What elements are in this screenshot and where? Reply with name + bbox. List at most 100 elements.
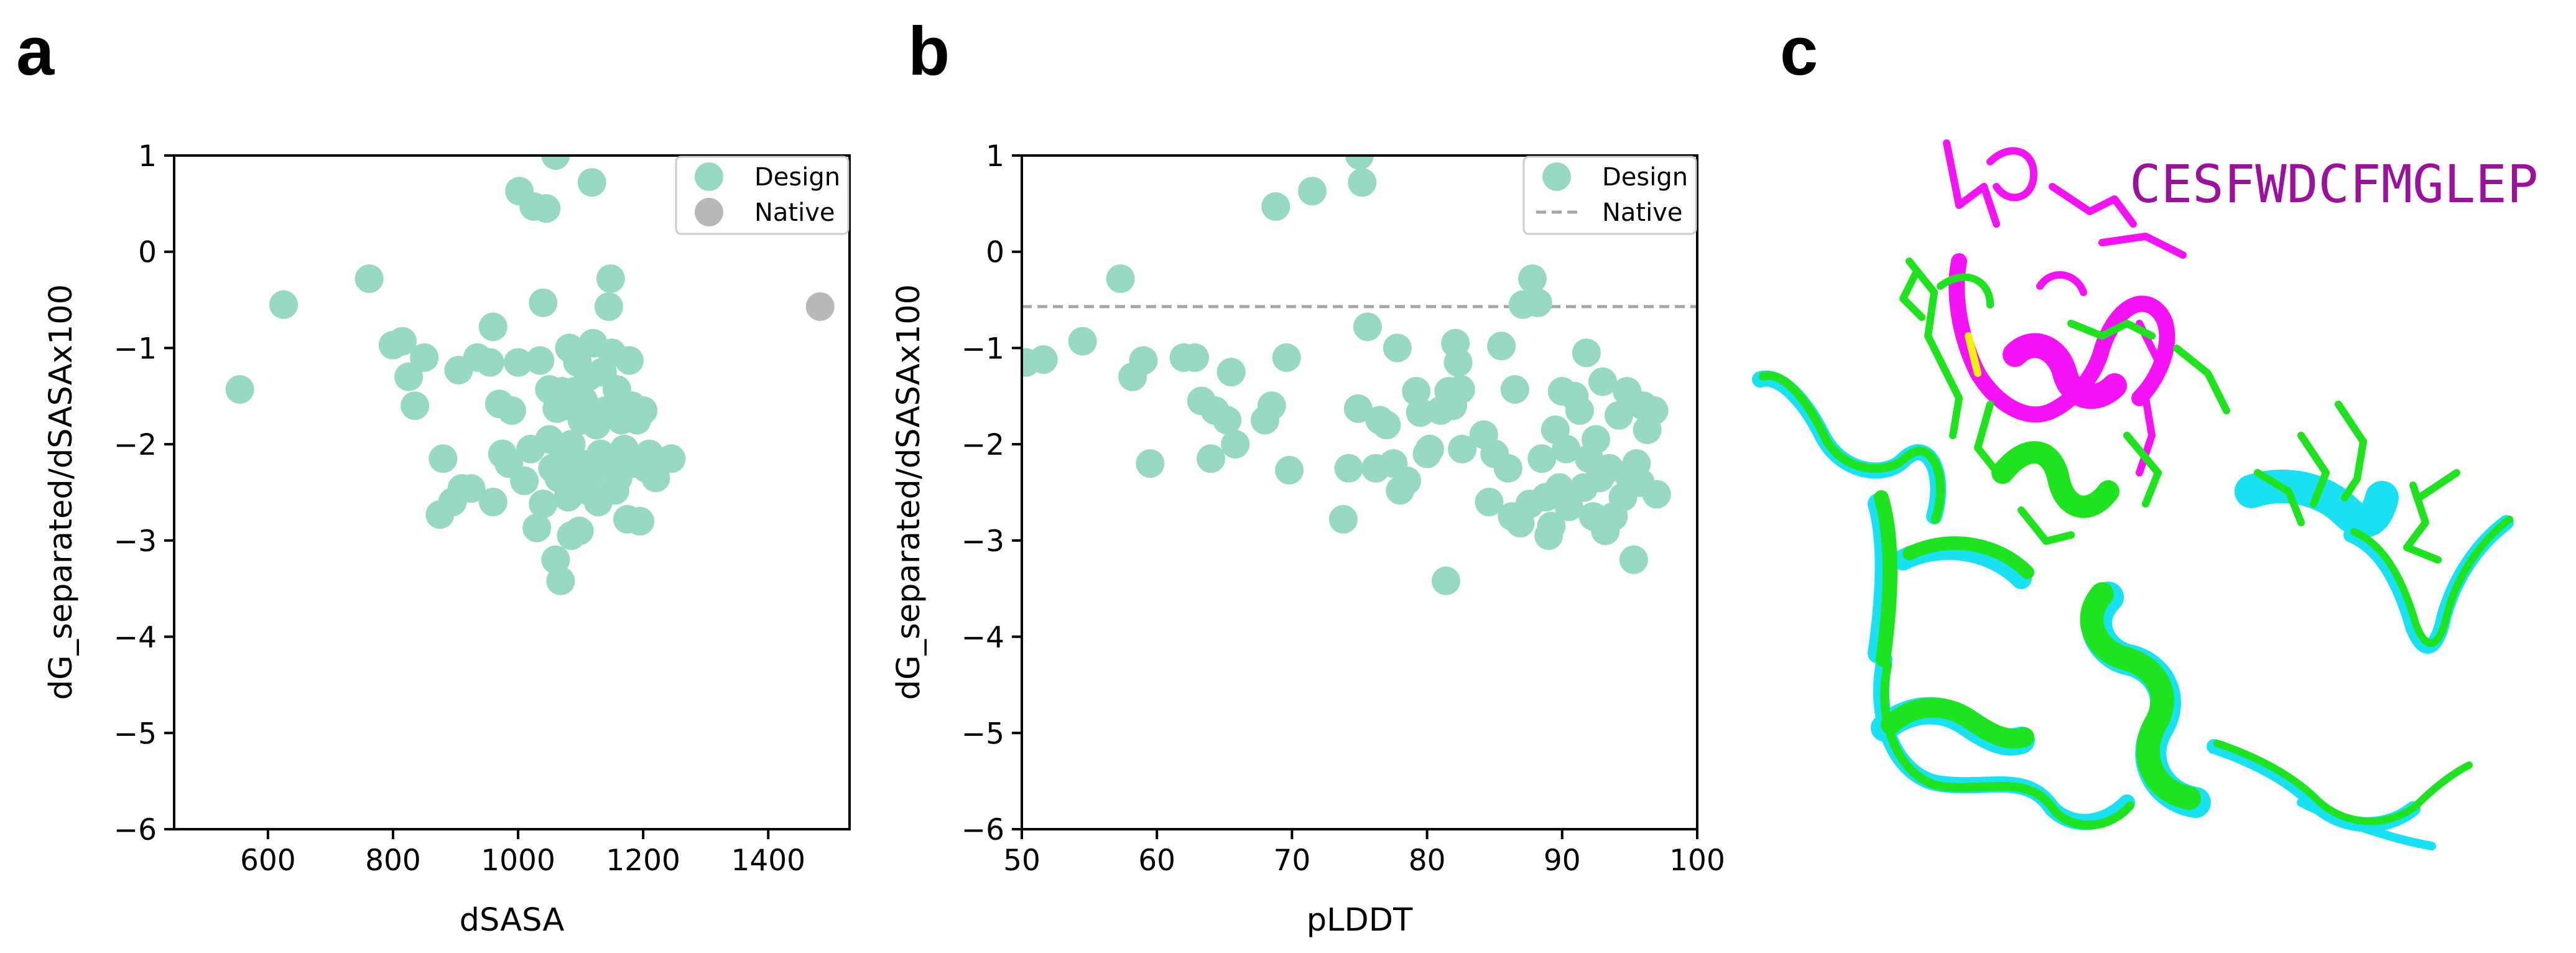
y-ticks-a: −6 −5 −4 −3 −2 −1 0 1 [114,139,174,847]
design-point-b-21 [1328,504,1358,534]
design-point-b-5 [1129,346,1158,375]
design-point-b-13 [1216,358,1246,387]
design-point-a-82 [635,439,664,468]
design-loop-lower-right [2213,740,2473,825]
design-point-a-53 [569,386,598,416]
design-point-b-83 [1619,545,1648,574]
native-point-a-0 [805,292,835,321]
design-point-a-39 [546,566,575,595]
design-point-a-9 [429,444,458,473]
y-tick-label-b--6: −6 [961,813,1004,847]
design-point-b-79 [1605,401,1633,430]
design-point-a-16 [478,488,507,516]
design-point-b-49 [1487,332,1516,361]
design-sidechain-10 [2403,481,2442,564]
y-tick-label-a--3: −3 [114,524,157,559]
peptide-sidechain-3 [2049,183,2137,228]
y-ticks-b: −6 −5 −4 −3 −2 −1 0 1 [961,139,1022,847]
legend-b: Design Native [1522,156,1697,235]
design-sidechain-8 [2297,432,2330,508]
design-point-b-26 [1353,312,1382,342]
design-point-a-1 [269,290,298,319]
x-axis-title-b: pLDDT [1307,902,1413,939]
design-sidechain-14 [1899,270,1925,321]
legend-marker-design-b [1542,162,1571,191]
design-point-b-70 [1572,338,1601,368]
design-point-b-8 [1180,343,1209,372]
design-point-b-3 [1106,264,1135,293]
design-point-a-80 [629,396,658,425]
design-sidechain-13 [2123,432,2162,508]
design-point-a-50 [565,516,594,546]
x-tick-label-a-1000: 1000 [481,844,555,878]
peptide-sidechain-5 [2136,320,2162,476]
design-point-a-5 [394,362,424,391]
design-point-b-56 [1518,264,1547,293]
design-point-a-31 [532,194,561,223]
design-point-b-89 [1642,480,1671,509]
x-tick-label-b-100: 100 [1669,844,1725,878]
design-sidechain-9 [2254,469,2305,526]
design-point-a-79 [626,506,655,536]
design-point-b-65 [1552,434,1581,463]
legend-label-design-a: Design [754,163,840,192]
design-point-b-50 [1493,453,1522,483]
y-tick-label-b--4: −4 [961,621,1004,655]
y-tick-label-a--4: −4 [114,621,157,655]
y-tick-label-b--3: −3 [961,524,1004,559]
panel-label-c: c [1780,13,1818,90]
design-point-b-33 [1392,466,1421,495]
design-point-a-24 [510,466,539,495]
design-point-b-88 [1639,396,1669,425]
design-point-a-30 [529,288,558,317]
design-point-b-52 [1500,375,1529,404]
design-sidechains [1899,258,2460,564]
design-point-b-1 [1029,345,1058,374]
design-point-a-57 [577,168,606,197]
peptide-sidechain-6 [2036,271,2087,296]
y-tick-label-b-0: 0 [986,236,1004,270]
design-point-a-4 [388,327,417,356]
peptide [1943,139,2187,476]
design-point-a-13 [456,474,486,503]
design-sidechain-6 [2173,345,2230,414]
scatter-panel-a: 600 800 1000 1200 1400 −6−5−4−3−2−101 dSASA … [43,139,851,939]
design-helix-bottom-left [1881,697,2034,749]
peptide-sidechain-1 [1943,139,2000,228]
design-point-b-20 [1298,177,1327,206]
design-point-a-36 [541,156,570,170]
design-point-a-27 [522,513,552,542]
peptide-helix [2003,333,2127,409]
legend-marker-design-a [695,162,723,191]
design-point-a-17 [478,312,507,342]
design-point-b-2 [1068,327,1097,356]
x-tick-label-a-1400: 1400 [731,844,805,878]
design-point-b-39 [1432,566,1460,595]
design-point-b-44 [1446,375,1475,404]
x-tick-label-b-80: 80 [1409,844,1446,878]
design-point-a-2 [354,264,384,293]
design-point-a-15 [475,348,504,377]
design-sidechain-1 [1906,258,1950,377]
design-helix-center [2080,582,2201,810]
y-axis-title-b: dG_separated/dSASAx100 [891,284,927,700]
design-sidechain-3 [1974,401,2006,483]
design-sidechain-5 [2067,320,2156,340]
design-point-b-17 [1261,192,1290,221]
design-point-b-57 [1523,288,1552,317]
y-tick-label-a--2: −2 [114,428,157,462]
x-ticks-a: 600 800 1000 1200 1400 [240,829,805,878]
design-point-b-61 [1537,511,1566,541]
design-point-a-28 [526,346,555,375]
design-helix-top [1991,441,2120,518]
x-tick-label-a-1200: 1200 [606,844,680,878]
design-point-a-67 [596,264,625,293]
design-point-b-19 [1275,455,1304,485]
legend-a: Design Native [675,156,850,235]
design-sidechain-11 [2416,469,2460,501]
x-tick-label-a-800: 800 [365,844,421,878]
design-point-a-75 [615,346,644,375]
design-sidechain-2 [1937,273,1994,309]
design-point-a-66 [594,292,623,321]
